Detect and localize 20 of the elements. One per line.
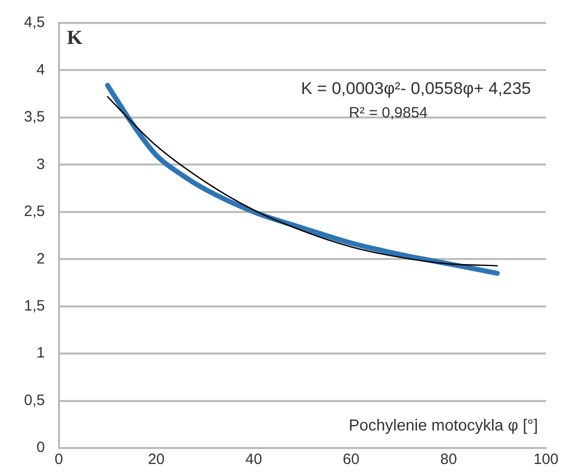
y-axis-title: K: [66, 27, 83, 50]
x-axis-title: Pochylenie motocykla φ [°]: [348, 417, 538, 434]
y-tick-label: 2: [36, 250, 45, 268]
y-tick-label: 4,5: [24, 14, 45, 32]
y-tick-label: 1,5: [24, 297, 45, 314]
y-tick-label: 2,5: [24, 203, 45, 220]
x-tick-label: 60: [342, 451, 360, 468]
y-tick-label: 3,5: [24, 108, 45, 126]
y-tick-label: 4: [36, 61, 45, 78]
x-tick-label: 0: [54, 451, 64, 468]
y-tick-label: 3: [36, 156, 45, 173]
annotation: R² = 0,9854: [348, 104, 428, 122]
x-tick-label: 80: [440, 451, 457, 468]
x-tick-label: 40: [245, 451, 262, 468]
y-tick-label: 1: [36, 344, 45, 362]
x-tick-label: 100: [533, 451, 559, 468]
y-tick-label: 0,5: [24, 392, 45, 409]
y-tick-label: 0: [36, 439, 45, 456]
x-tick-label: 20: [148, 451, 165, 468]
annotation: K = 0,0003φ²- 0,0558φ+ 4,235: [301, 79, 531, 98]
